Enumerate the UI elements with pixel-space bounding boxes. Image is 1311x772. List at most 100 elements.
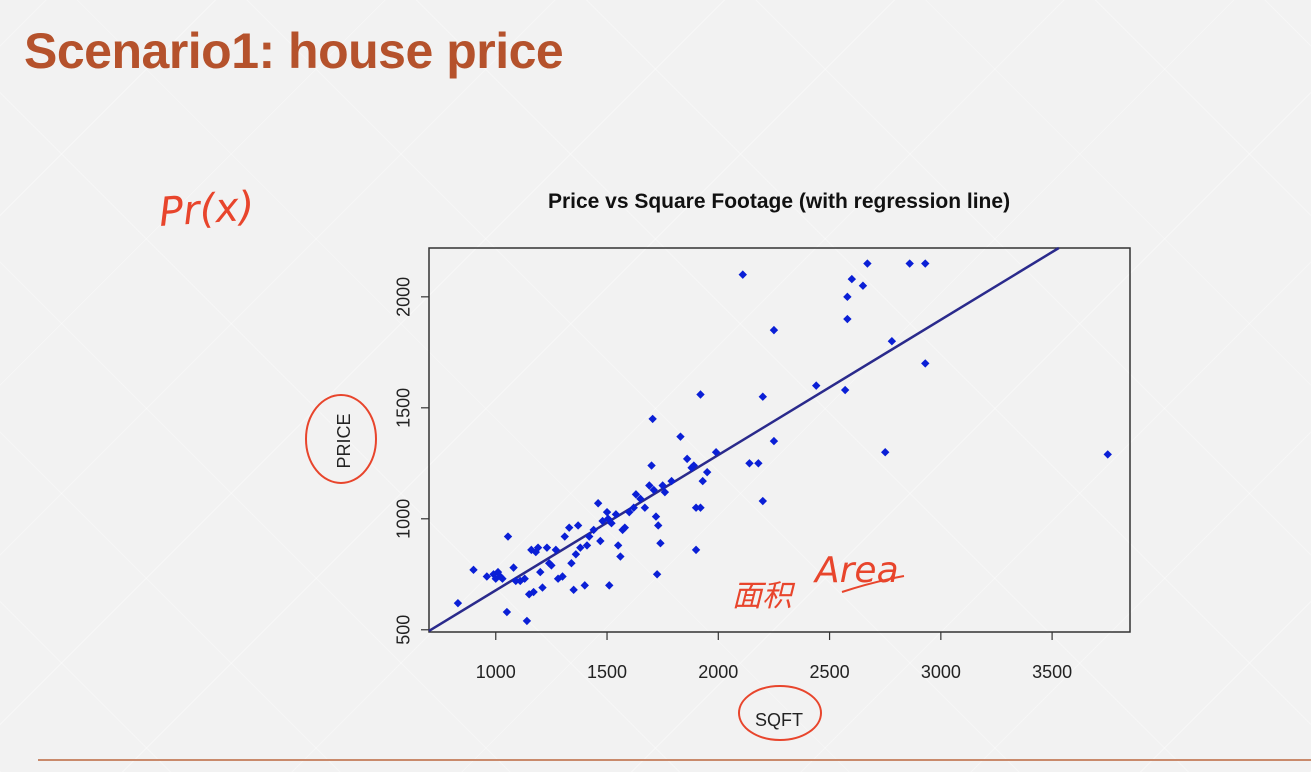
data-points (453, 259, 1112, 626)
y-tick-label: 2000 (394, 277, 414, 317)
area-underline-mark (841, 575, 905, 593)
data-point (569, 585, 578, 595)
data-point (531, 547, 541, 557)
data-point (542, 543, 552, 552)
data-point (843, 314, 852, 324)
data-point (547, 561, 556, 570)
y-axis-label: PRICE (334, 413, 354, 468)
x-tick-label: 3500 (1032, 662, 1072, 682)
data-point (863, 259, 872, 268)
chart-title: Price vs Square Footage (with regression… (548, 190, 1010, 213)
y-tick-label: 1500 (394, 388, 414, 428)
data-point (520, 574, 529, 583)
x-tick-label: 2500 (810, 662, 850, 682)
data-point (613, 541, 623, 550)
data-point (489, 570, 498, 579)
data-point (702, 467, 712, 477)
data-point (711, 448, 721, 457)
data-point (698, 476, 707, 486)
data-point (493, 567, 503, 577)
data-point (576, 543, 585, 552)
data-point (629, 503, 638, 512)
data-point (758, 392, 768, 401)
data-point (498, 574, 507, 583)
data-point (580, 581, 589, 590)
data-point (696, 503, 705, 512)
data-point (482, 572, 492, 581)
data-point (571, 550, 581, 559)
data-point (758, 496, 768, 506)
data-point (769, 325, 779, 335)
data-point (636, 494, 645, 504)
data-point (691, 545, 701, 555)
x-tick-label: 1500 (587, 662, 627, 682)
data-point (840, 385, 850, 395)
data-point (529, 587, 538, 597)
x-axis: 1000 1500 2000 2500 3000 3500 (476, 632, 1072, 682)
data-point (582, 541, 592, 550)
data-point (631, 490, 641, 499)
regression-line (428, 246, 1060, 632)
data-point (625, 507, 634, 517)
x-axis-label: SQFT (755, 710, 803, 730)
data-point (647, 461, 656, 470)
data-point (1103, 450, 1112, 459)
data-point (558, 572, 567, 581)
data-point (921, 259, 930, 268)
data-point (921, 359, 930, 368)
y-axis: 500 1000 1500 2000 (394, 277, 429, 645)
data-point (905, 259, 914, 268)
data-point (538, 583, 547, 592)
x-tick-label: 3000 (921, 662, 961, 682)
data-point (503, 532, 513, 541)
data-point (516, 576, 525, 586)
data-point (682, 454, 692, 464)
data-point (602, 507, 612, 517)
data-point (585, 532, 594, 541)
data-point (560, 532, 569, 541)
data-point (738, 270, 747, 279)
data-point (491, 574, 500, 583)
data-point (658, 481, 667, 490)
plot-frame (428, 247, 1131, 633)
data-point (603, 514, 613, 523)
slide-title: Scenario1: house price (24, 23, 564, 79)
data-point (567, 558, 576, 568)
data-point (620, 523, 630, 532)
data-point (687, 463, 696, 472)
data-point (616, 552, 625, 561)
data-point (649, 485, 658, 495)
data-point (858, 281, 868, 290)
y-tick-label: 1000 (394, 499, 414, 539)
data-point (691, 503, 701, 512)
data-point (887, 337, 897, 346)
data-point (689, 461, 699, 470)
data-point (654, 521, 663, 530)
data-point (676, 432, 685, 441)
data-point (596, 536, 605, 546)
data-point (847, 274, 857, 284)
data-point (605, 581, 614, 590)
data-point (522, 616, 532, 626)
data-point (667, 476, 676, 486)
data-point (565, 523, 574, 532)
y-tick-label: 500 (394, 615, 414, 645)
data-point (551, 545, 561, 555)
data-point (640, 503, 650, 512)
data-point (453, 598, 463, 608)
data-point (533, 543, 543, 552)
handwritten-area-prefix: 面积 (732, 579, 796, 614)
data-point (544, 558, 554, 568)
footer-divider (38, 759, 1311, 761)
handwritten-pr-x: Pr(x) (157, 183, 255, 236)
data-point (812, 381, 821, 390)
data-point (536, 567, 545, 577)
data-point (511, 576, 520, 586)
data-point (745, 459, 754, 468)
data-point (656, 539, 665, 548)
data-point (502, 607, 512, 617)
data-point (754, 459, 763, 468)
x-tick-label: 2000 (698, 662, 738, 682)
data-point (660, 487, 670, 497)
